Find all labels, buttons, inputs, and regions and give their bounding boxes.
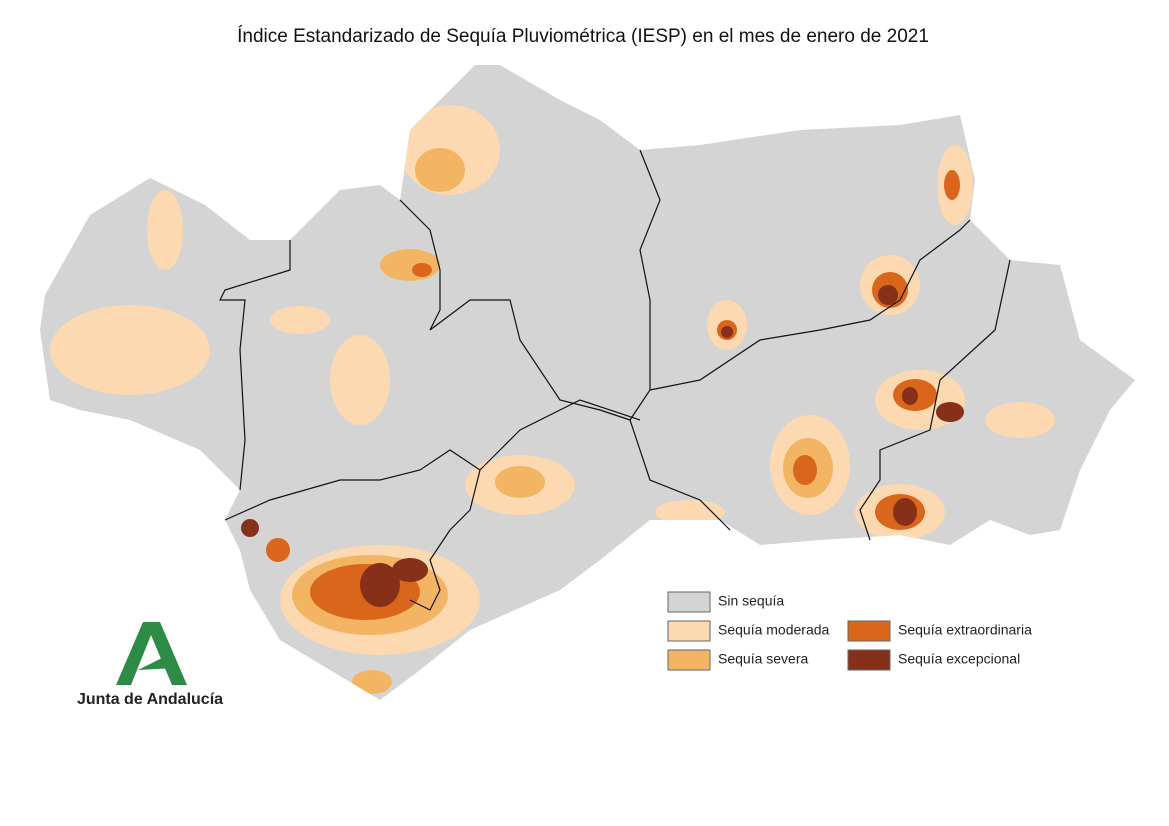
legend-swatch xyxy=(847,649,891,671)
drought-area xyxy=(412,263,432,277)
drought-area xyxy=(985,402,1055,438)
legend-swatch xyxy=(667,620,711,642)
legend-label: Sequía severa xyxy=(718,651,808,667)
drought-area xyxy=(360,563,400,607)
legend-swatch xyxy=(847,620,891,642)
drought-area xyxy=(147,190,183,270)
province-border xyxy=(409,469,481,611)
drought-area xyxy=(721,326,733,338)
province-border xyxy=(219,240,291,491)
legend-swatch xyxy=(667,591,711,613)
drought-area xyxy=(50,305,210,395)
map-title: Índice Estandarizado de Sequía Pluviomét… xyxy=(237,26,929,47)
drought-area xyxy=(392,558,428,582)
legend: Sin sequía Sequía moderada Sequía severa Se… xyxy=(667,591,1032,671)
logo-mark xyxy=(138,654,176,670)
legend-swatch xyxy=(667,649,711,671)
drought-area xyxy=(352,670,392,694)
drought-area xyxy=(655,500,725,524)
logo: Junta de Andalucía xyxy=(77,622,223,708)
drought-area xyxy=(330,335,390,425)
legend-label: Sequía extraordinaria xyxy=(898,622,1032,638)
logo-mark xyxy=(116,622,187,685)
drought-area xyxy=(241,519,259,537)
map xyxy=(40,65,1135,700)
drought-areas xyxy=(50,105,1055,694)
legend-label: Sequía moderada xyxy=(718,622,830,638)
legend-label: Sequía excepcional xyxy=(898,651,1020,667)
drought-area xyxy=(944,170,960,200)
drought-area xyxy=(266,538,290,562)
province-border xyxy=(859,259,1011,541)
region xyxy=(40,65,1135,700)
drought-area xyxy=(270,306,330,334)
drought-area xyxy=(878,285,898,305)
province-border xyxy=(224,399,641,521)
drought-area xyxy=(495,466,545,498)
drought-area xyxy=(415,148,465,192)
logo-text: Junta de Andalucía xyxy=(77,691,223,708)
legend-label: Sin sequía xyxy=(718,593,784,609)
drought-area xyxy=(893,498,917,526)
drought-area xyxy=(793,455,817,485)
province-border xyxy=(649,219,971,391)
province-border xyxy=(399,199,631,421)
drought-area xyxy=(936,402,964,422)
drought-area xyxy=(902,387,918,405)
drought-area xyxy=(380,249,440,281)
